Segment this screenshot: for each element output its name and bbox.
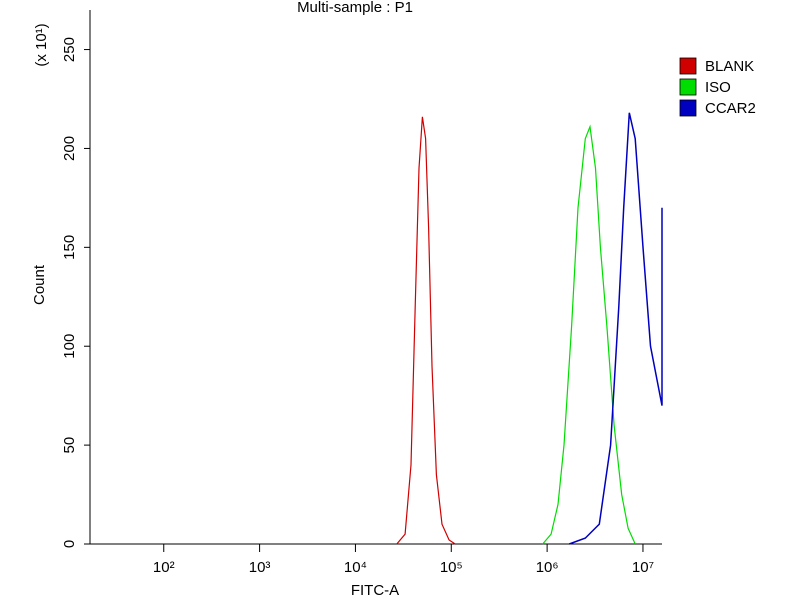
y-tick-label: 50 [61,437,78,454]
x-tick-label: 10⁶ [536,559,559,576]
x-tick-label: 10³ [249,559,271,576]
y-tick-label: 0 [61,540,78,548]
y-tick-label: 100 [61,334,78,359]
legend-label: ISO [705,79,731,96]
legend-swatch [679,57,697,75]
y-tick-label: 250 [61,37,78,62]
legend-swatch [679,78,697,96]
legend-label: CCAR2 [705,100,756,117]
series-line [568,112,663,545]
legend-swatch [679,99,697,117]
legend-label: BLANK [705,58,754,75]
x-axis-label: FITC-A [351,582,399,599]
y-annotation: (x 10¹) [33,23,50,66]
x-tick-label: 10⁵ [440,559,463,576]
x-tick-label: 10⁴ [344,559,367,576]
x-tick-label: 10² [153,559,175,576]
y-tick-label: 150 [61,235,78,260]
x-tick-label: 10⁷ [632,559,654,576]
chart-title: Multi-sample : P1 [297,0,413,16]
y-tick-label: 200 [61,136,78,161]
series-line [396,116,456,545]
series-line [542,124,636,545]
y-axis-label: Count [31,264,48,305]
